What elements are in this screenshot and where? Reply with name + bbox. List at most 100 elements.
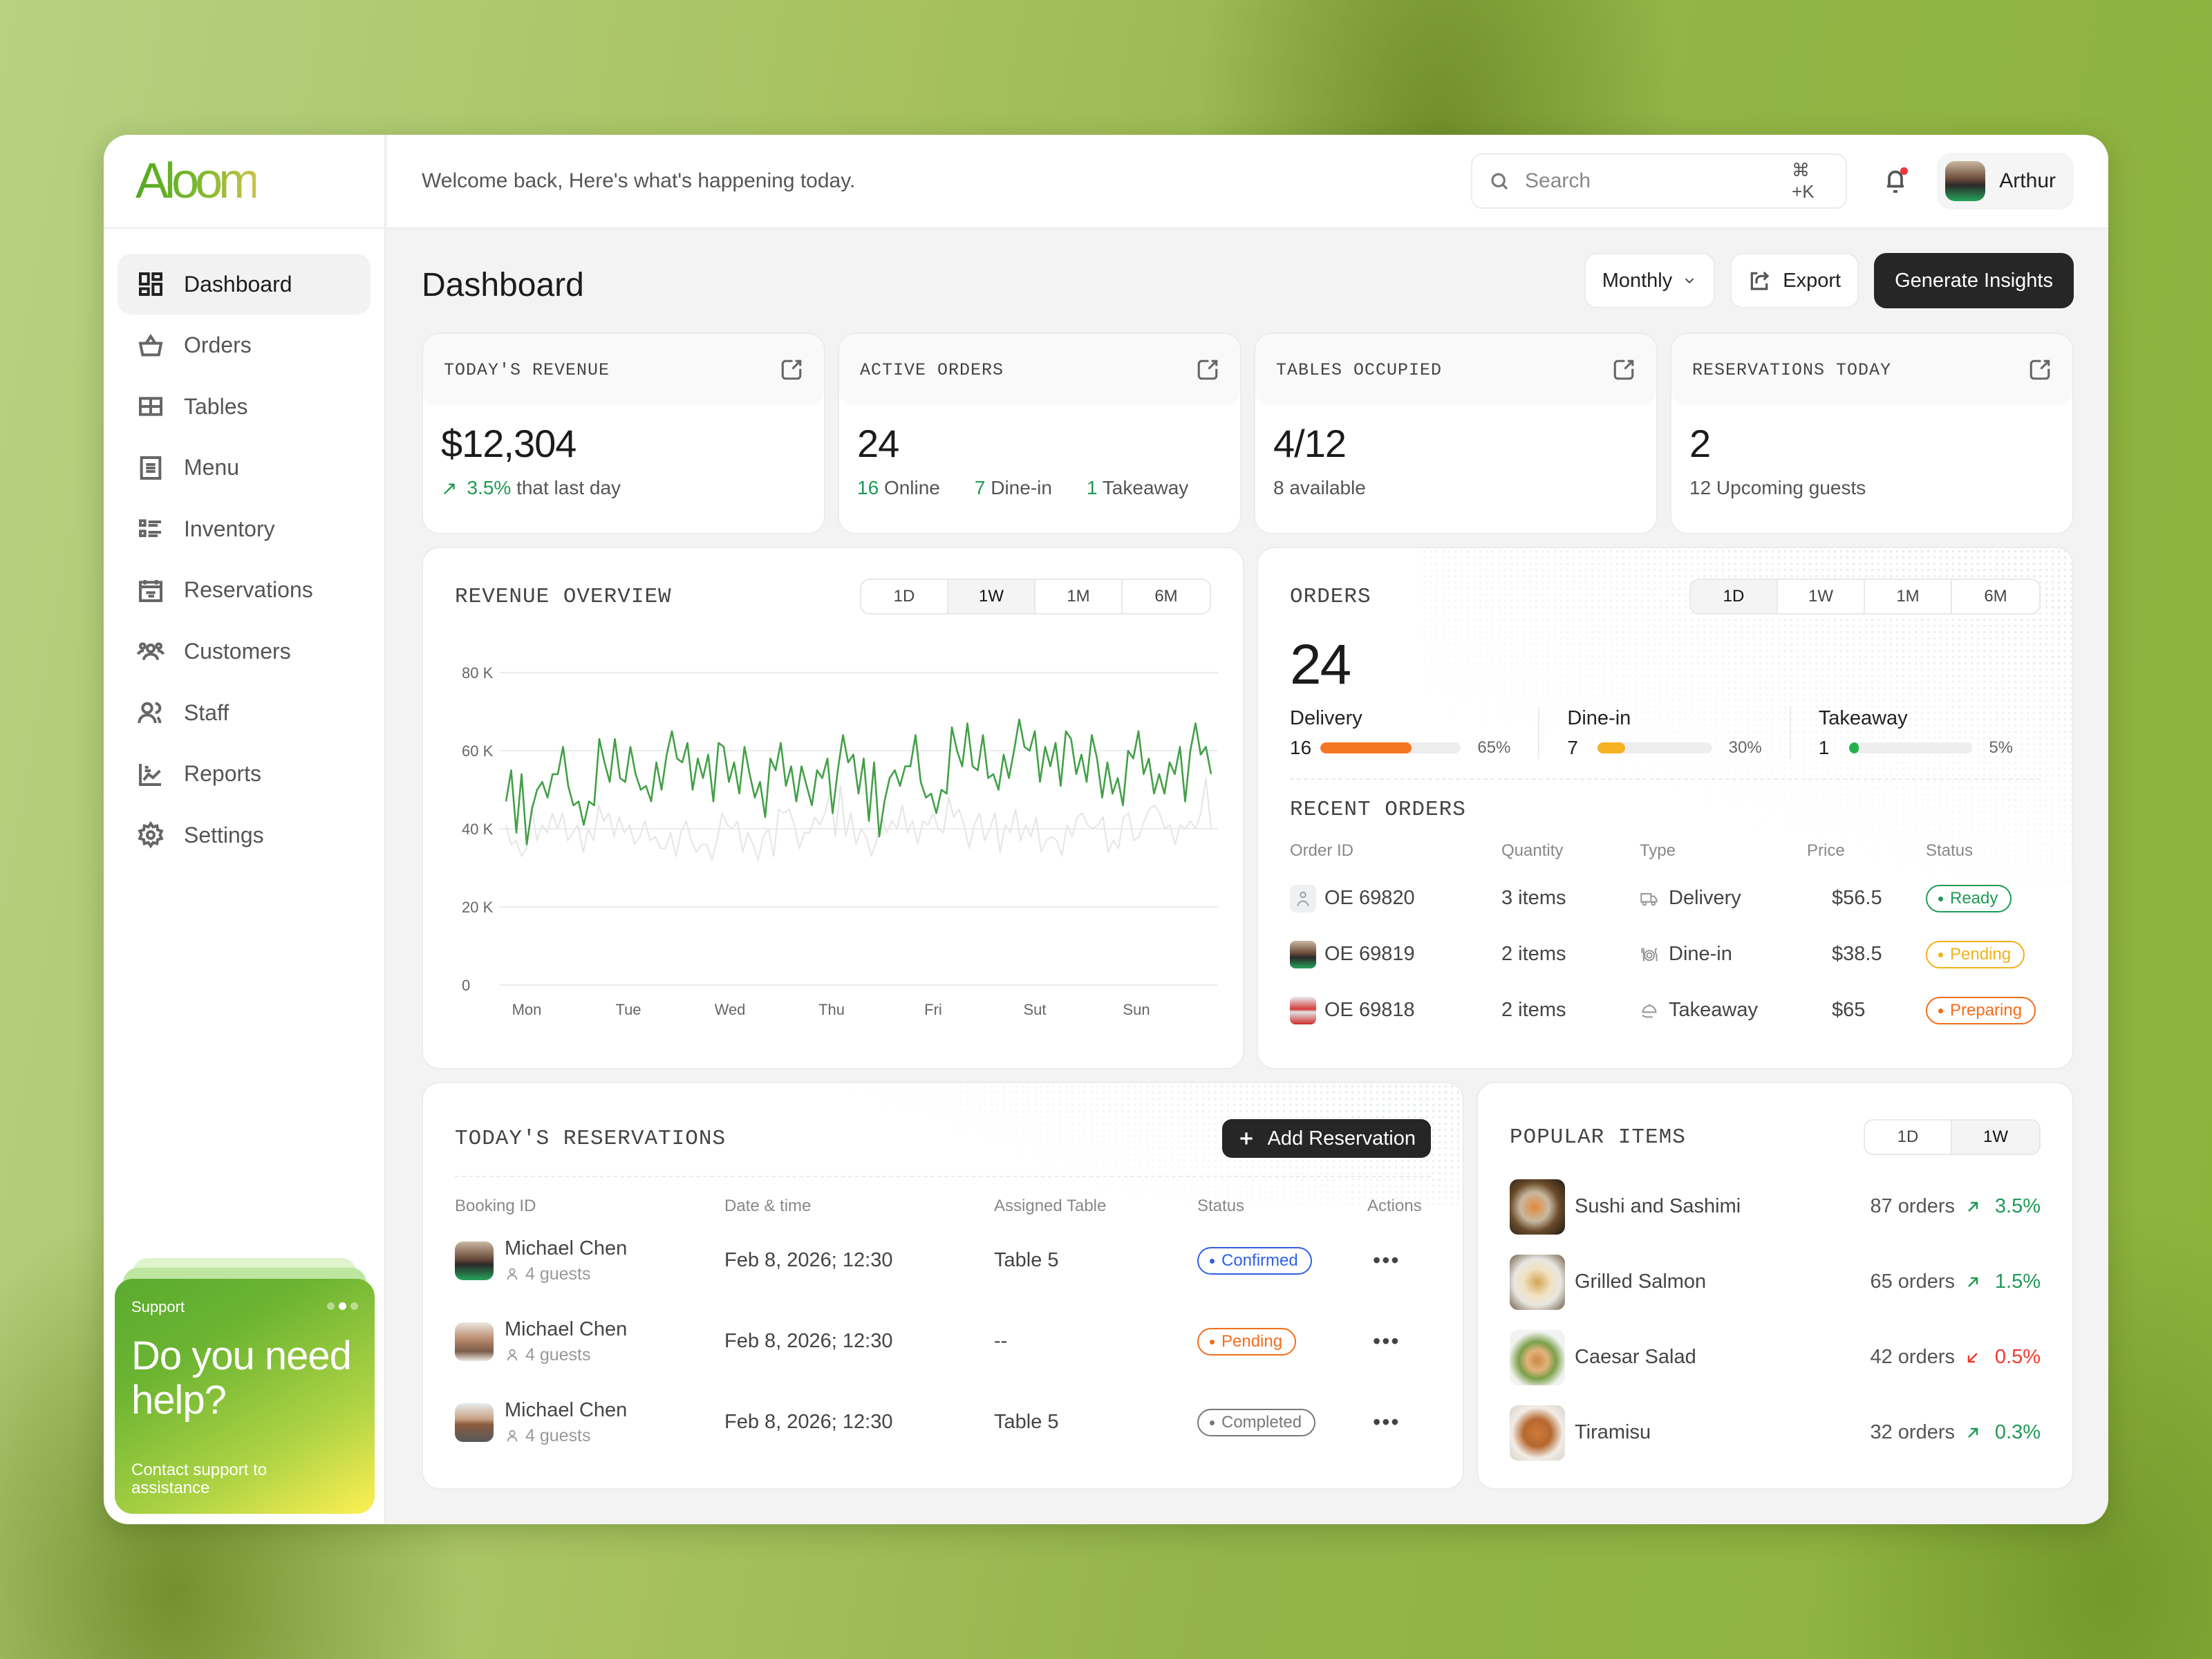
item-trend: 0.5% (1994, 1346, 2041, 1368)
user-menu[interactable]: Arthur (1937, 153, 2074, 209)
order-id: OE 69819 (1324, 943, 1415, 965)
more-actions-button[interactable]: ••• (1373, 1409, 1400, 1434)
table-row[interactable]: OE 69819 2 items Dine-in $38.5 Pending (1290, 926, 2041, 982)
bell-icon (1887, 170, 1904, 193)
range-tab-1d[interactable]: 1D (1865, 1121, 1952, 1154)
range-tab-1w[interactable]: 1W (1952, 1121, 2039, 1154)
col-status[interactable]: Status (1926, 841, 2041, 861)
list-item[interactable]: Caesar Salad 42 orders 0.5% (1510, 1320, 2041, 1395)
external-link-icon[interactable] (780, 358, 803, 382)
col-booking-id[interactable]: Booking ID (455, 1197, 536, 1215)
export-button[interactable]: Export (1730, 253, 1859, 308)
sidebar-item-tables[interactable]: Tables (118, 376, 371, 437)
takeaway-count: 1 (1086, 477, 1098, 498)
table-row[interactable]: Michael Chen 4 guests Feb 8, 2026; 12:30… (455, 1382, 1431, 1463)
external-link-icon[interactable] (1612, 358, 1635, 382)
table-row[interactable]: OE 69820 3 items Delivery $56.5 Ready (1290, 870, 2041, 926)
col-actions: Actions (1367, 1197, 1422, 1215)
staff-icon (138, 702, 162, 724)
logo-row: Aloom (104, 135, 384, 229)
list-item[interactable]: Sushi and Sashimi 87 orders 3.5% (1510, 1169, 2041, 1244)
external-link-icon[interactable] (2028, 358, 2052, 382)
support-card[interactable]: Support Do you need help? Contact suppor… (115, 1279, 375, 1514)
support-subtitle[interactable]: Contact support to assistance (131, 1461, 268, 1497)
reservations-body: Michael Chen 4 guests Feb 8, 2026; 12:30… (455, 1220, 1431, 1463)
list-item[interactable]: Grilled Salmon 65 orders 1.5% (1510, 1244, 2041, 1320)
kpi-label: TABLES OCCUPIED (1276, 359, 1443, 380)
status-badge: Preparing (1926, 997, 2036, 1025)
split-count: 1 (1818, 737, 1830, 758)
item-trend: 3.5% (1994, 1195, 2041, 1217)
sidebar-item-orders[interactable]: Orders (118, 315, 371, 376)
range-tab-1w[interactable]: 1W (1778, 580, 1865, 613)
assigned-table: Table 5 (994, 1249, 1059, 1271)
search-box[interactable]: ⌘ +K (1471, 153, 1848, 209)
item-name: Sushi and Sashimi (1575, 1195, 1741, 1217)
sidebar-item-settings[interactable]: Settings (118, 805, 371, 865)
support-carousel-dots[interactable] (327, 1302, 358, 1310)
range-tab-6m[interactable]: 6M (1984, 587, 2007, 606)
range-tab-1m[interactable]: 1M (1865, 580, 1952, 613)
guest-count: 4 guests (525, 1264, 591, 1284)
sidebar-item-customers[interactable]: Customers (118, 621, 371, 682)
guest-name: Michael Chen (505, 1318, 628, 1340)
table-row[interactable]: Michael Chen 4 guests Feb 8, 2026; 12:30… (455, 1301, 1431, 1382)
col-status[interactable]: Status (1197, 1197, 1245, 1215)
chart-icon (139, 763, 161, 786)
trend-up-icon: ↗ (441, 478, 458, 499)
sidebar-item-staff[interactable]: Staff (118, 682, 371, 743)
revenue-overview-card: REVENUE OVERVIEW 1D 1W 1M 6M 0 20 K 40 K 60… (422, 547, 1244, 1069)
sidebar-item-dashboard[interactable]: Dashboard (118, 254, 371, 315)
popular-title: POPULAR ITEMS (1510, 1125, 1686, 1150)
sidebar-item-label: Dashboard (184, 271, 292, 297)
item-orders: 42 orders (1870, 1346, 1955, 1368)
range-tab-1m[interactable]: 1M (1035, 580, 1123, 613)
item-orders: 65 orders (1870, 1271, 1955, 1293)
calendar-icon (139, 579, 162, 602)
table-row[interactable]: Michael Chen 4 guests Feb 8, 2026; 12:30… (455, 1220, 1431, 1301)
sidebar-item-reports[interactable]: Reports (118, 744, 371, 805)
generate-insights-button[interactable]: Generate Insights (1874, 253, 2074, 308)
more-actions-button[interactable]: ••• (1373, 1248, 1400, 1273)
col-date-time[interactable]: Date & time (724, 1197, 812, 1215)
status-badge: Pending (1926, 941, 2025, 969)
external-link-icon[interactable] (1196, 358, 1219, 382)
split-name: Takeaway (1818, 707, 1908, 729)
arrow-down-left-icon (1967, 1352, 1978, 1362)
col-price[interactable]: Price (1807, 841, 1926, 861)
table-row[interactable]: OE 69818 2 items Takeaway $65 Preparing (1290, 982, 2041, 1038)
order-qty: 3 items (1501, 887, 1566, 909)
list-item[interactable]: Tiramisu 32 orders 0.3% (1510, 1395, 2041, 1470)
range-tab-6m[interactable]: 6M (1154, 587, 1178, 606)
notifications-button[interactable] (1875, 160, 1916, 202)
kpi-value: 24 (857, 422, 899, 465)
split-pct: 30% (1728, 738, 1762, 757)
col-quantity[interactable]: Quantity (1501, 841, 1640, 861)
row-lists: TODAY'S RESERVATIONS Add Reservation Boo… (422, 1082, 2074, 1490)
avatar (455, 1322, 494, 1361)
add-reservation-button[interactable]: Add Reservation (1221, 1119, 1431, 1158)
item-name: Tiramisu (1575, 1421, 1651, 1443)
search-input[interactable] (1525, 169, 1792, 193)
col-order-id[interactable]: Order ID (1290, 841, 1354, 860)
support-label: Support (131, 1298, 185, 1315)
support-widget[interactable]: Support Do you need help? Contact suppor… (115, 1258, 375, 1514)
status-badge: Pending (1197, 1328, 1297, 1356)
col-type[interactable]: Type (1640, 841, 1807, 861)
sidebar-item-label: Inventory (184, 516, 275, 541)
range-tab-1w[interactable]: 1W (948, 580, 1035, 613)
sidebar-item-menu[interactable]: Menu (118, 438, 371, 498)
revenue-line-chart[interactable]: 0 20 K 40 K 60 K 80 K Mon Tue Wed Thu Fri Sut Sun (451, 645, 1225, 1039)
sidebar-item-reservations[interactable]: Reservations (118, 560, 371, 621)
col-assigned-table[interactable]: Assigned Table (994, 1197, 1107, 1215)
range-tab-1d[interactable]: 1D (861, 580, 948, 613)
sidebar-item-inventory[interactable]: Inventory (118, 498, 371, 559)
logo[interactable]: Aloom (135, 153, 260, 209)
arrow-up-right-icon (1968, 1201, 1978, 1212)
period-select[interactable]: Monthly (1584, 253, 1716, 308)
range-tab-1d[interactable]: 1D (1691, 580, 1778, 613)
split-name: Dine-in (1567, 707, 1631, 729)
split-count: 16 (1290, 737, 1312, 758)
takeaway-icon (1642, 1004, 1657, 1018)
more-actions-button[interactable]: ••• (1373, 1329, 1400, 1353)
